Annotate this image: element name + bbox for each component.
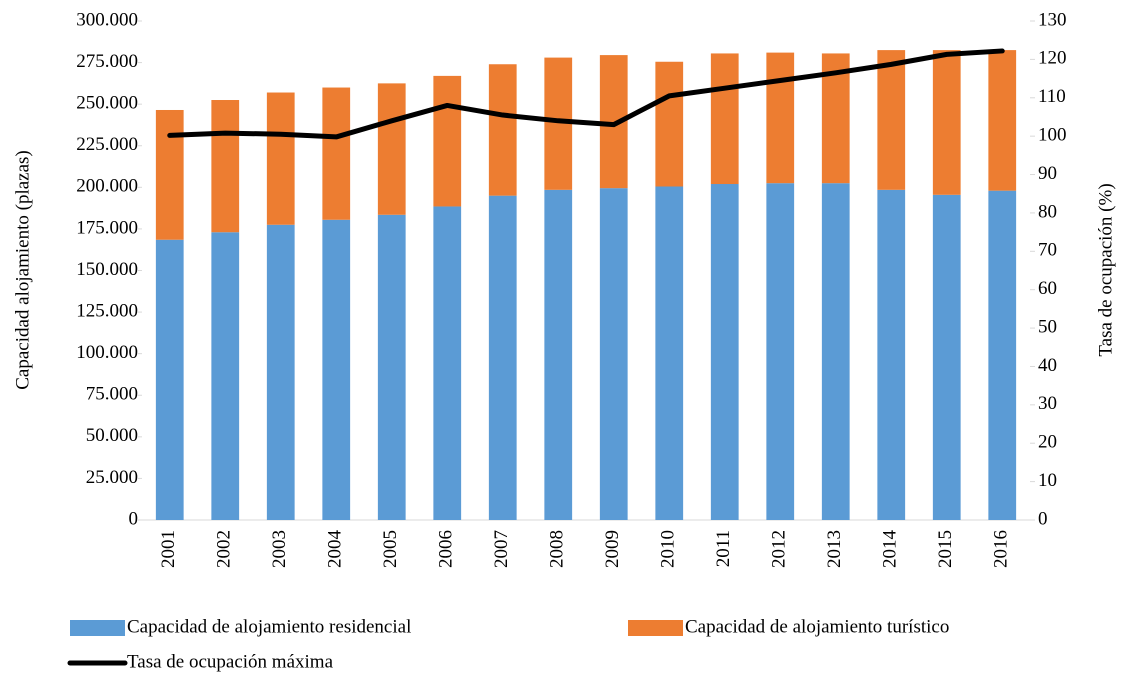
x-tick-label: 2007	[491, 530, 512, 568]
bar	[877, 189, 906, 520]
bar	[488, 64, 517, 196]
y2-tick-label: 20	[1038, 432, 1057, 453]
y2-tick-label: 80	[1038, 201, 1057, 222]
bar	[155, 109, 184, 240]
bar	[377, 214, 406, 521]
legend-label: Capacidad de alojamiento residencial	[127, 616, 411, 637]
y2-tick-label: 100	[1038, 125, 1067, 146]
legend-label: Capacidad de alojamiento turístico	[685, 616, 949, 637]
x-tick-label: 2005	[380, 530, 401, 568]
x-tick-label: 2014	[880, 530, 901, 569]
bar	[599, 188, 628, 521]
bar	[932, 50, 961, 195]
bar	[433, 75, 462, 207]
bar	[433, 206, 462, 520]
legend-swatch	[628, 620, 683, 636]
y-tick-label: 0	[129, 508, 139, 529]
y2-tick-label: 110	[1038, 86, 1066, 107]
x-tick-label: 2015	[935, 530, 956, 568]
bar	[988, 190, 1017, 520]
bar	[877, 50, 906, 190]
bar	[655, 61, 684, 187]
x-tick-label: 2009	[602, 530, 623, 568]
y2-tick-label: 30	[1038, 393, 1057, 414]
bar	[266, 224, 295, 520]
x-tick-label: 2008	[547, 530, 568, 568]
bar	[766, 183, 795, 521]
x-tick-label: 2010	[658, 530, 679, 568]
x-tick-label: 2002	[214, 530, 235, 568]
bar	[266, 92, 295, 225]
x-tick-label: 2016	[991, 530, 1012, 568]
y-tick-label: 50.000	[86, 425, 138, 446]
y2-tick-label: 50	[1038, 316, 1057, 337]
x-tick-label: 2006	[436, 530, 457, 568]
y2-tick-label: 120	[1038, 48, 1067, 69]
bar	[322, 87, 351, 220]
y-tick-label: 225.000	[76, 134, 138, 155]
x-tick-label: 2004	[325, 530, 346, 569]
y-tick-label: 75.000	[86, 384, 138, 405]
bar	[377, 83, 406, 215]
line	[167, 48, 1005, 140]
bar	[655, 186, 684, 521]
x-tick-label: 2011	[713, 530, 734, 567]
bar	[932, 194, 961, 520]
y2-tick-label: 40	[1038, 355, 1057, 376]
bar	[155, 239, 184, 520]
y-tick-label: 125.000	[76, 300, 138, 321]
y-tick-label: 25.000	[86, 467, 138, 488]
y-tick-label: 300.000	[76, 9, 138, 30]
x-tick-label: 2003	[269, 530, 290, 568]
y2-tick-label: 130	[1038, 9, 1067, 30]
bar	[211, 100, 240, 233]
x-tick-label: 2001	[158, 530, 179, 568]
bar	[766, 52, 795, 184]
x-tick-label: 2012	[769, 530, 790, 568]
y2-tick-label: 90	[1038, 163, 1057, 184]
y2-tick-label: 10	[1038, 470, 1057, 491]
bar	[322, 219, 351, 521]
bar	[211, 232, 240, 520]
bar	[988, 50, 1017, 191]
legend-label: Tasa de ocupación máxima	[127, 651, 334, 672]
y2-tick-label: 60	[1038, 278, 1057, 299]
bar	[710, 53, 739, 185]
legend-swatch	[70, 620, 125, 636]
y2-tick-label: 70	[1038, 240, 1057, 261]
bar	[544, 189, 573, 520]
y-axis-label: Capacidad alojamiento (plazas)	[12, 150, 33, 390]
bar	[821, 183, 850, 521]
y-tick-label: 100.000	[76, 342, 138, 363]
bar	[488, 195, 517, 520]
bar	[710, 184, 739, 521]
y-tick-label: 275.000	[76, 51, 138, 72]
y-tick-label: 250.000	[76, 93, 138, 114]
y-tick-label: 150.000	[76, 259, 138, 280]
y2-axis-label: Tasa de ocupación (%)	[1095, 183, 1116, 356]
x-tick-label: 2013	[824, 530, 845, 568]
y-tick-label: 200.000	[76, 176, 138, 197]
y2-tick-label: 0	[1038, 508, 1048, 529]
y-tick-label: 175.000	[76, 217, 138, 238]
